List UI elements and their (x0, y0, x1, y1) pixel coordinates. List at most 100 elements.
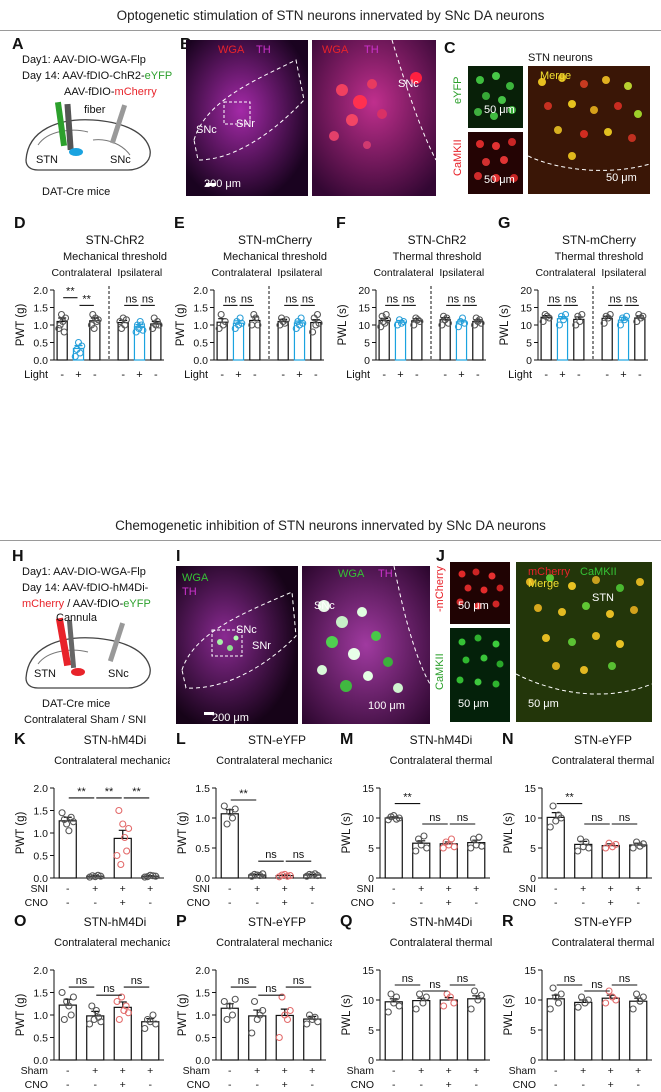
condition-marker: - (66, 897, 70, 908)
data-point (395, 814, 403, 822)
condition-marker: - (415, 369, 419, 381)
data-point (637, 314, 645, 322)
y-tick-label: 2.0 (33, 783, 48, 795)
data-point (220, 802, 228, 810)
data-point (86, 1020, 94, 1028)
condition-marker: + (309, 883, 315, 895)
panel-j-mcherry-image (450, 562, 510, 624)
panel-label-j: J (436, 548, 445, 565)
data-point (450, 843, 458, 851)
data-point (215, 324, 223, 333)
condition-marker: + (147, 1065, 153, 1077)
significance-label: ns (293, 849, 305, 861)
condition-marker: + (254, 1065, 260, 1077)
panel-label-a: A (12, 36, 24, 53)
panel-label-d: D (14, 215, 26, 232)
chart-subtitle: Thermal threshold (555, 251, 644, 263)
data-point (554, 999, 563, 1007)
y-tick-label: 1.5 (33, 806, 48, 818)
chart-title: STN-mCherry (562, 233, 636, 247)
condition-row-label: CNO (351, 897, 374, 908)
condition-row-label: CNO (513, 897, 536, 908)
y-tick-label: 0.0 (33, 873, 48, 885)
significance-label: ns (238, 975, 250, 987)
y-axis-label: PWL (s) (341, 994, 353, 1035)
data-point (602, 844, 610, 852)
y-axis-label: PWL (s) (499, 304, 511, 345)
y-tick-label: 5 (364, 338, 370, 350)
bar (546, 998, 565, 1061)
panel-label-f: F (336, 215, 346, 232)
panel-i-overview-image (176, 566, 298, 724)
data-point (412, 1005, 420, 1013)
y-tick-label: 20 (358, 285, 370, 297)
significance-label: ns (103, 983, 115, 995)
condition-marker: + (580, 1065, 586, 1077)
data-point (152, 872, 160, 880)
chart-title: STN-eYFP (248, 915, 306, 929)
data-point (470, 987, 479, 995)
panel-label-i: I (176, 548, 181, 565)
chart-subtitle: Contralateral thermal (390, 937, 493, 949)
data-point (136, 317, 144, 326)
error-bar (606, 994, 615, 999)
y-tick-label: 0.0 (33, 1055, 48, 1067)
panel-i-zoom-wga-label: WGA (338, 568, 365, 580)
significance-label: ns (142, 293, 154, 305)
data-point (439, 844, 447, 852)
significance-label: ns (564, 973, 576, 985)
data-point (541, 310, 549, 319)
y-tick-label: 2.0 (33, 285, 48, 297)
condition-marker: - (121, 369, 125, 381)
data-point (475, 316, 484, 324)
condition-marker: - (392, 1079, 396, 1090)
data-point (252, 314, 260, 322)
panel-h-line3-text: mCherry / AAV-fDIO-eYFP (22, 598, 151, 610)
data-point (226, 808, 234, 816)
condition-row-label: Light (346, 369, 370, 381)
data-point (600, 319, 608, 327)
panel-j-merge-label: Merge (528, 578, 560, 590)
y-tick-label: 5 (368, 843, 374, 855)
condition-marker: - (154, 369, 158, 381)
significance-label: ** (239, 788, 248, 800)
chart-title: STN-ChR2 (408, 233, 467, 247)
condition-marker: - (554, 1079, 558, 1090)
y-axis-label: PWL (s) (503, 994, 515, 1035)
chart-title: STN-mCherry (238, 233, 312, 247)
condition-marker: - (94, 897, 98, 908)
data-point (395, 316, 404, 324)
y-tick-label: 5 (368, 1025, 374, 1037)
y-tick-label: 10 (358, 320, 370, 332)
data-point (259, 870, 267, 878)
group-label-ipsilateral: Ipsilateral (277, 267, 322, 279)
data-point (546, 1005, 554, 1013)
data-point (578, 310, 586, 319)
data-point (60, 1015, 68, 1024)
condition-marker: - (475, 1079, 479, 1090)
data-point (639, 312, 647, 320)
data-point (420, 832, 428, 840)
data-point (582, 838, 590, 846)
data-point (221, 317, 229, 326)
condition-marker: + (254, 883, 260, 895)
panel-c-merge-label: Merge (540, 70, 572, 82)
condition-marker: - (392, 897, 396, 908)
data-point (139, 326, 147, 334)
data-point (417, 841, 425, 849)
panel-label-k: K (14, 731, 26, 748)
y-tick-label: 10 (362, 813, 374, 825)
significance-label: ns (241, 293, 253, 305)
panel-c-scale3: 50 μm (606, 172, 637, 184)
condition-marker: + (282, 1065, 288, 1077)
significance-label: ns (387, 293, 399, 305)
condition-marker: + (608, 1065, 614, 1077)
panel-i-wga-label: WGA (182, 572, 209, 584)
condition-marker: - (281, 369, 285, 381)
condition-marker: + (92, 1065, 98, 1077)
panel-b-snr-label: SNr (236, 118, 255, 130)
data-point (315, 319, 323, 327)
condition-marker: + (418, 883, 424, 895)
condition-marker: - (443, 369, 447, 381)
data-point (576, 835, 585, 843)
